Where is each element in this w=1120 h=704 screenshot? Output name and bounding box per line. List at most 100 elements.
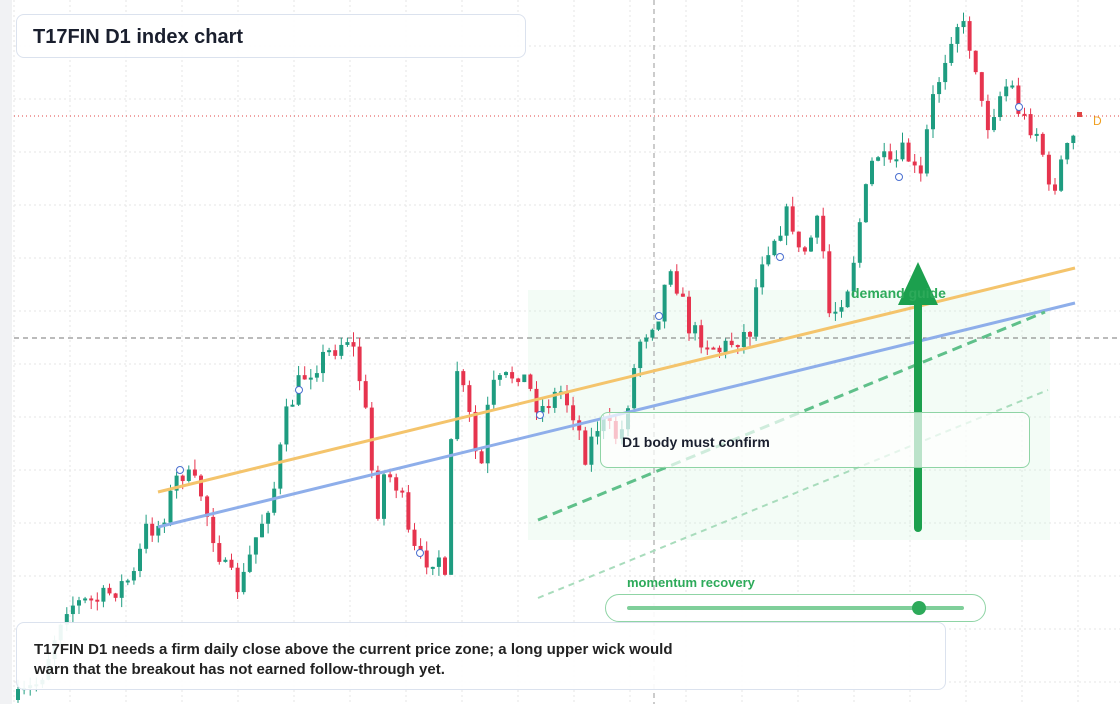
- candle-body: [1016, 85, 1021, 114]
- candle-body: [467, 385, 472, 412]
- candle-body: [241, 571, 246, 593]
- candle-body: [992, 117, 996, 131]
- candle-body: [400, 490, 405, 493]
- candle-body: [205, 496, 210, 517]
- candle-body: [748, 332, 752, 337]
- candle-body: [662, 284, 667, 322]
- signal-marker: [1015, 103, 1023, 111]
- candle-body: [656, 321, 661, 330]
- candle-body: [388, 474, 393, 478]
- candle-body: [595, 431, 600, 437]
- candle-body: [1065, 143, 1070, 160]
- candle-body: [284, 406, 289, 445]
- candle-body: [253, 537, 258, 555]
- candle-body: [491, 379, 496, 405]
- candle-body: [894, 159, 899, 162]
- candle-body: [473, 411, 478, 452]
- momentum-knob: [912, 601, 926, 615]
- candle-body: [687, 296, 691, 334]
- title: T17FIN D1 index chart: [33, 26, 244, 48]
- candle-body: [223, 559, 228, 562]
- caption: T17FIN D1 needs a firm daily close above…: [34, 640, 673, 680]
- candle-body: [321, 351, 325, 374]
- candle-body: [89, 598, 94, 601]
- candle-body: [760, 264, 765, 288]
- candle-body: [424, 550, 429, 568]
- candle-body: [272, 488, 277, 513]
- candle-body: [705, 347, 710, 350]
- candle-body: [510, 372, 515, 379]
- candle-body: [729, 340, 734, 346]
- candle-body: [741, 332, 746, 348]
- candle-body: [906, 142, 911, 162]
- candle-body: [278, 444, 283, 489]
- candle-body: [235, 567, 240, 593]
- candle-body: [540, 406, 545, 413]
- callout-box: D1 body must confirm: [600, 412, 1030, 468]
- signal-marker: [295, 386, 303, 394]
- candle-body: [931, 94, 935, 130]
- candle-body: [674, 271, 679, 294]
- candle-body: [199, 475, 203, 497]
- candle-body: [479, 451, 484, 464]
- candle-body: [839, 307, 844, 312]
- zone-label: demand guide: [851, 285, 946, 301]
- candle-body: [967, 21, 972, 51]
- candle-body: [979, 72, 984, 101]
- candle-body: [900, 142, 905, 160]
- candle-body: [1071, 135, 1076, 144]
- candle-body: [333, 350, 338, 356]
- candle-body: [754, 287, 759, 337]
- candle-body: [70, 605, 75, 615]
- candle-body: [790, 206, 795, 232]
- candle-body: [863, 184, 868, 223]
- candle-body: [247, 554, 252, 572]
- candle-body: [504, 372, 508, 376]
- caption-line: T17FIN D1 needs a firm daily close above…: [34, 641, 673, 658]
- candle-body: [375, 470, 380, 519]
- candle-body: [1010, 85, 1015, 88]
- candle-body: [815, 215, 820, 238]
- candle-body: [973, 50, 978, 73]
- candle-body: [412, 529, 417, 546]
- candle-body: [125, 580, 130, 583]
- candle-body: [924, 129, 929, 174]
- candle-body: [327, 350, 332, 353]
- caption-line: warn that the breakout has not earned fo…: [34, 661, 445, 678]
- price-marker: [1077, 112, 1082, 117]
- candle-body: [766, 255, 771, 265]
- candle-body: [339, 344, 344, 356]
- candle-body: [290, 404, 295, 407]
- candle-body: [772, 240, 777, 256]
- candle-body: [632, 368, 637, 409]
- signal-marker: [416, 549, 424, 557]
- signal-marker: [895, 173, 903, 181]
- signal-marker: [776, 253, 784, 261]
- candle-body: [351, 342, 356, 347]
- candle-body: [363, 381, 368, 408]
- candle-body: [95, 599, 100, 602]
- candle-body: [455, 371, 460, 440]
- candle-body: [680, 293, 685, 297]
- candle-body: [802, 247, 807, 252]
- momentum-label: momentum recovery: [627, 575, 755, 590]
- signal-marker: [655, 312, 663, 320]
- candle-body: [180, 475, 185, 482]
- candle-body: [64, 614, 69, 625]
- candle-body: [949, 43, 954, 63]
- candle-body: [796, 231, 801, 248]
- candle-body: [211, 516, 216, 544]
- arrow-head: [898, 262, 938, 305]
- candle-body: [138, 548, 142, 572]
- candle-body: [302, 375, 307, 380]
- candle-body: [1004, 86, 1009, 97]
- caption-box: T17FIN D1 needs a firm daily close above…: [16, 622, 946, 690]
- candle-body: [260, 523, 264, 538]
- candle-body: [83, 598, 88, 601]
- candle-body: [857, 222, 862, 263]
- candle-body: [119, 581, 124, 598]
- candle-body: [107, 587, 112, 594]
- candles: [16, 12, 1076, 703]
- candle-body: [131, 571, 136, 581]
